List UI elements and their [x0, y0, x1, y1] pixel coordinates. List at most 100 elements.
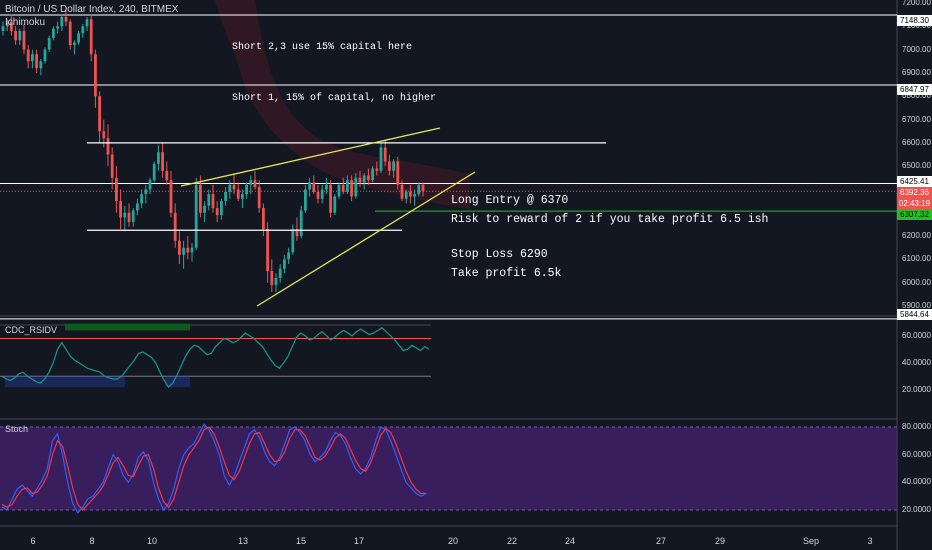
stoch-band — [0, 427, 897, 510]
price-tag: 02:43:19 — [897, 198, 932, 209]
candle-body — [316, 191, 320, 199]
candle-body — [136, 203, 139, 211]
candle-body — [215, 208, 219, 216]
price-tag: 6425.41 — [897, 176, 932, 187]
candle-body — [358, 177, 362, 183]
time-tick-label: 6 — [30, 536, 36, 546]
candle-body — [186, 247, 190, 253]
candle-body — [379, 147, 383, 171]
annotation-take-profit[interactable]: Take profit 6.5k — [451, 267, 562, 280]
candle-body — [1, 26, 5, 31]
candle-body — [270, 271, 274, 286]
price-tag: 6392.36 — [897, 187, 932, 198]
time-tick-label: 22 — [506, 536, 518, 546]
time-tick-label: 29 — [714, 536, 726, 546]
candle-body — [190, 247, 194, 253]
candle-body — [228, 184, 232, 192]
candle-body — [249, 180, 253, 185]
candle-body — [236, 189, 240, 199]
candle-body — [14, 30, 17, 41]
candle-body — [409, 191, 412, 197]
price-tag: 6847.97 — [897, 84, 932, 95]
candle-body — [161, 152, 164, 171]
candle-body — [31, 54, 34, 62]
time-tick-label: 8 — [89, 536, 95, 546]
annotation-short-1[interactable]: Short 1, 15% of capital, no higher — [232, 93, 437, 104]
rsi-blue-band-2 — [165, 376, 190, 388]
stoch-indicator-label[interactable]: Stoch — [5, 424, 29, 434]
candle-body — [232, 184, 236, 190]
candle-body — [211, 194, 215, 209]
candle-body — [85, 19, 89, 27]
candle-body — [388, 161, 391, 171]
price-tick-label: 7200.00 — [902, 0, 931, 7]
rsi-tick-label: 40.0000 — [902, 357, 931, 367]
annotation-short-2-3[interactable]: Short 2,3 use 15% capital here — [232, 42, 413, 53]
stoch-k-line — [1, 423, 427, 514]
candle-body — [89, 19, 93, 55]
candle-body — [413, 194, 416, 197]
candle-body — [375, 168, 379, 171]
candles — [1, 7, 425, 293]
symbol-title[interactable]: Bitcoin / US Dollar Index, 240, BITMEX — [5, 4, 179, 15]
candle-body — [278, 268, 282, 279]
candle-body — [169, 180, 173, 213]
annotation-stop-loss[interactable]: Stop Loss 6290 — [451, 248, 548, 261]
stoch-tick-label: 40.0000 — [902, 477, 931, 487]
candle-body — [60, 16, 64, 27]
annotation-long-entry[interactable]: Long Entry @ 6370 — [451, 194, 569, 207]
candle-body — [274, 278, 278, 286]
candle-body — [266, 229, 269, 272]
candle-body — [283, 259, 286, 269]
rsi-indicator-label[interactable]: CDC_RSIDV — [5, 325, 58, 335]
candle-body — [127, 212, 131, 223]
stoch-tick-label: 80.0000 — [902, 422, 931, 431]
cloud-shape — [215, 0, 470, 210]
candle-body — [207, 194, 211, 206]
candle-body — [106, 138, 110, 155]
drawings — [87, 127, 606, 307]
candle-body — [241, 194, 244, 199]
candle-body — [52, 28, 55, 38]
candle-body — [299, 210, 303, 237]
annotation-risk-reward[interactable]: Risk to reward of 2 if you take profit 6… — [451, 213, 769, 226]
candle-body — [354, 177, 358, 197]
candle-body — [341, 184, 345, 192]
candle-body — [404, 191, 408, 199]
price-tag: 5844.64 — [897, 309, 932, 320]
indicator-ichimoku-label[interactable]: Ichimoku — [5, 17, 46, 28]
time-tick-label: 17 — [353, 536, 365, 546]
time-tick-label: 27 — [655, 536, 667, 546]
candle-body — [98, 96, 101, 132]
time-tick-label: 24 — [564, 536, 576, 546]
stoch-tick-label: 60.0000 — [902, 449, 931, 459]
candle-body — [400, 184, 404, 199]
price-tick-label: 6500.00 — [902, 161, 931, 171]
candle-body — [47, 37, 51, 50]
price-tick-label: 6900.00 — [902, 67, 931, 77]
price-tick-label: 6000.00 — [902, 277, 931, 287]
stoch-d-line — [1, 426, 427, 511]
candle-body — [22, 30, 26, 50]
price-levels — [0, 14, 897, 320]
candle-body — [291, 229, 295, 253]
rsi-line — [1, 326, 430, 389]
price-tick-label: 6600.00 — [902, 137, 931, 147]
candle-body — [346, 180, 349, 192]
candle-body — [123, 212, 127, 218]
candle-body — [383, 147, 387, 162]
candle-body — [392, 161, 395, 171]
candle-body — [10, 21, 13, 31]
time-tick-label: 10 — [146, 536, 158, 546]
candle-body — [39, 61, 43, 69]
candle-body — [253, 180, 257, 188]
candle-body — [148, 180, 152, 190]
price-tick-label: 6700.00 — [902, 114, 931, 124]
candle-body — [421, 184, 425, 192]
price-tick-label: 5900.00 — [902, 301, 931, 310]
price-tag: 6307.32 — [897, 209, 932, 220]
rsi-tick-label: 20.0000 — [902, 384, 931, 394]
price-tick-label: 6100.00 — [902, 254, 931, 264]
candle-body — [304, 189, 307, 211]
